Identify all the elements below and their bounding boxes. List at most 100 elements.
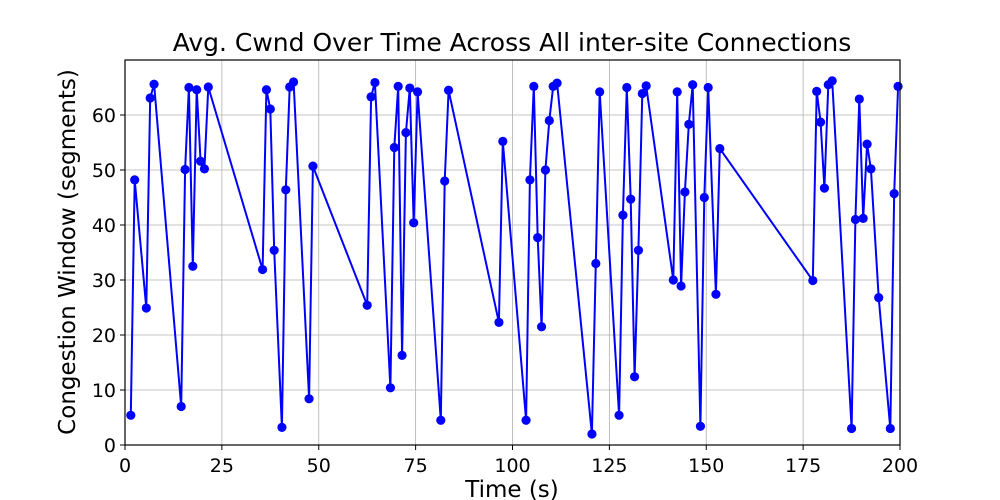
- data-point: [827, 76, 837, 86]
- data-point: [498, 136, 508, 146]
- x-tick-label: 100: [494, 455, 530, 477]
- data-point: [180, 164, 190, 175]
- data-point: [622, 82, 632, 93]
- data-point: [680, 187, 690, 197]
- data-point: [711, 289, 721, 299]
- data-point: [436, 415, 446, 425]
- data-point: [815, 117, 826, 127]
- data-point: [308, 161, 318, 171]
- data-point: [412, 87, 423, 97]
- data-point: [866, 164, 876, 174]
- data-point: [854, 94, 864, 104]
- data-point: [203, 82, 213, 92]
- series-polyline: [129, 78, 900, 435]
- data-point: [195, 156, 206, 166]
- data-point: [257, 264, 268, 275]
- data-point: [362, 300, 372, 310]
- x-tick-label: 125: [591, 455, 627, 477]
- data-point: [126, 410, 136, 420]
- data-point: [819, 183, 830, 193]
- y-tick-label: 20: [92, 325, 116, 347]
- data-point: [703, 82, 713, 93]
- data-point: [393, 81, 403, 91]
- x-tick-label: 175: [785, 455, 821, 477]
- data-point: [525, 175, 535, 185]
- data-point: [889, 189, 899, 199]
- data-point: [401, 128, 411, 138]
- x-axis-label: Time (s): [464, 477, 559, 500]
- data-point: [494, 317, 504, 327]
- x-tick-label: 25: [210, 455, 234, 477]
- data-point: [874, 293, 884, 303]
- data-point: [277, 422, 287, 432]
- data-point: [637, 88, 647, 99]
- data-point: [188, 261, 198, 271]
- data-point: [405, 83, 415, 93]
- axis-ticks: 0 25 50 75 100 125 150 175 200 0 10 20 30 40 50 60: [92, 105, 918, 477]
- data-point: [145, 93, 155, 103]
- data-point: [536, 322, 547, 332]
- data-point: [521, 415, 531, 425]
- data-point: [389, 142, 399, 153]
- data-point: [281, 185, 291, 195]
- data-point: [533, 233, 543, 243]
- data-point: [893, 81, 903, 91]
- x-tick-label: 75: [404, 455, 428, 477]
- y-axis-label: Congestion Window (segments): [55, 69, 81, 435]
- data-point: [695, 421, 706, 431]
- data-point: [199, 164, 210, 174]
- data-point: [176, 401, 186, 412]
- data-point: [618, 210, 628, 220]
- data-point: [684, 119, 694, 129]
- data-point: [288, 77, 299, 87]
- data-point: [595, 87, 605, 97]
- data-point: [699, 192, 709, 203]
- data-point: [544, 115, 554, 126]
- data-point: [184, 82, 194, 93]
- data-point: [812, 86, 822, 96]
- data-point: [192, 85, 202, 95]
- data-point: [688, 80, 698, 90]
- x-tick-label: 50: [307, 455, 331, 477]
- data-point: [269, 245, 279, 255]
- data-point: [529, 81, 539, 91]
- data-point: [552, 78, 562, 88]
- data-point: [587, 429, 597, 439]
- x-tick-label: 0: [119, 455, 131, 477]
- y-tick-label: 30: [92, 270, 116, 292]
- data-point: [265, 104, 275, 114]
- data-point: [409, 218, 419, 228]
- data-point: [626, 194, 636, 204]
- data-point: [141, 303, 151, 313]
- x-tick-label: 200: [882, 455, 918, 477]
- data-point: [366, 92, 376, 102]
- data-point: [443, 85, 454, 95]
- data-point: [397, 350, 407, 360]
- data-point: [440, 176, 450, 186]
- data-point: [862, 139, 872, 149]
- data-point: [385, 383, 396, 393]
- data-point: [641, 81, 651, 91]
- y-tick-label: 50: [92, 160, 116, 182]
- data-point: [130, 175, 140, 185]
- data-point: [633, 245, 644, 255]
- x-tick-label: 150: [688, 455, 724, 477]
- data-point: [629, 372, 640, 382]
- data-point: [261, 85, 272, 95]
- data-point: [715, 143, 725, 154]
- data-point: [676, 281, 686, 291]
- data-point: [149, 79, 159, 89]
- y-tick-label: 60: [92, 105, 116, 127]
- data-point: [808, 275, 818, 286]
- data-point: [540, 165, 551, 175]
- data-point: [591, 258, 601, 269]
- data-point: [668, 275, 678, 285]
- y-tick-label: 40: [92, 215, 116, 237]
- data-point: [858, 213, 868, 223]
- chart-title: Avg. Cwnd Over Time Across All inter-sit…: [173, 28, 852, 57]
- data-point: [846, 423, 857, 434]
- data-point: [672, 87, 682, 97]
- data-point: [304, 394, 314, 404]
- data-point: [850, 214, 861, 225]
